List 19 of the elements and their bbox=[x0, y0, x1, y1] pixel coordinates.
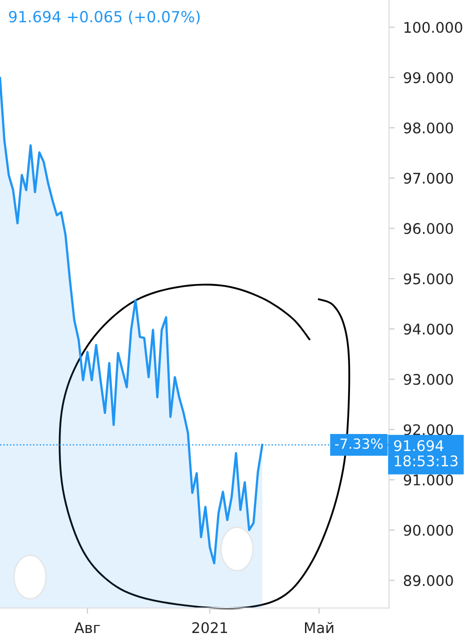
y-tick-label: 90.000 bbox=[404, 524, 453, 536]
y-tick-label: 96.000 bbox=[404, 223, 453, 234]
text: 18:53:13 bbox=[394, 455, 458, 466]
y-tick-label: 98.000 bbox=[404, 122, 453, 134]
y-tick-label: 93.000 bbox=[404, 374, 453, 385]
y-tick-label: 97.000 bbox=[404, 172, 453, 184]
y-tick-label: 91.000 bbox=[404, 474, 453, 486]
y-tick-label: 99.000 bbox=[404, 72, 453, 84]
y-tick-label: 94.000 bbox=[404, 324, 453, 335]
y-tick-label: 100.000 bbox=[404, 22, 462, 33]
y-tick-label: 95.000 bbox=[404, 273, 453, 284]
y-tick-label: 92.000 bbox=[404, 424, 453, 436]
text: 91.694 +0.065 (+0.07%) bbox=[8, 10, 200, 24]
annotation: -7.33% bbox=[334, 438, 383, 449]
x-tick-label: 2021 bbox=[192, 622, 228, 634]
x-tick-label: Авг bbox=[74, 622, 100, 633]
ref-line-label: 91.694 bbox=[394, 440, 444, 452]
x-tick-label: Май bbox=[305, 622, 334, 634]
y-tick-label: 89.000 bbox=[404, 575, 453, 586]
